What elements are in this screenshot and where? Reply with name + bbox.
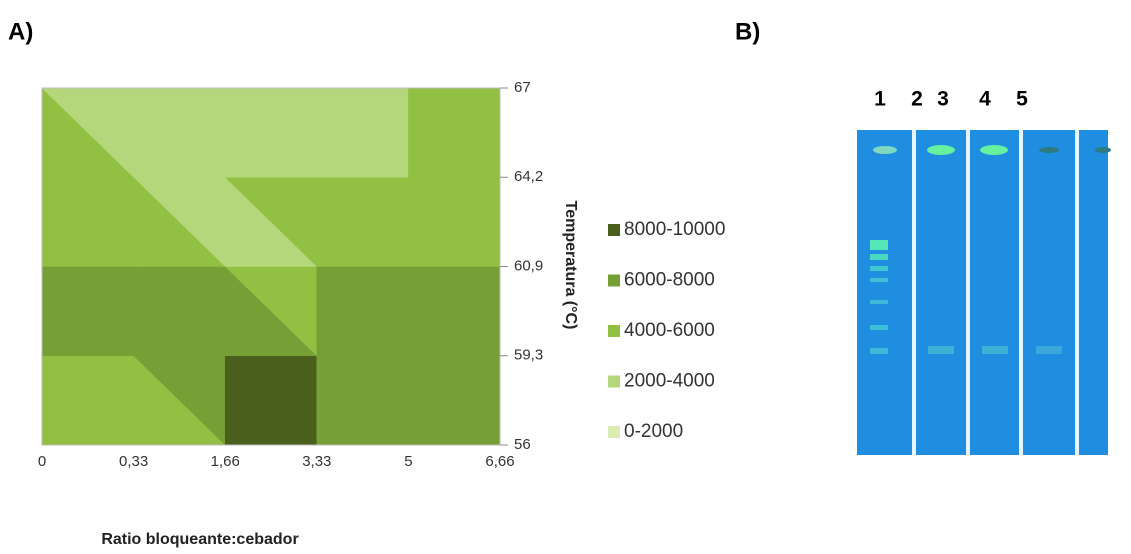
y-tick-label: 56	[514, 436, 531, 453]
band	[982, 346, 1008, 354]
x-tick-label: 1,66	[211, 453, 240, 470]
x-tick-label: 0	[38, 453, 46, 470]
legend-swatch	[608, 376, 620, 388]
lane-separator	[1019, 130, 1023, 455]
legend-label: 4000-6000	[624, 320, 715, 341]
band	[870, 254, 888, 260]
legend-swatch	[608, 224, 620, 236]
legend-label: 8000-10000	[624, 219, 725, 240]
well	[873, 146, 897, 154]
legend-swatch	[608, 325, 620, 337]
well	[1095, 147, 1111, 153]
x-tick-label: 0,33	[119, 453, 148, 470]
legend-label: 0-2000	[624, 421, 683, 442]
y-tick-label: 64,2	[514, 168, 543, 185]
y-tick-label: 67	[514, 79, 531, 96]
x-tick-label: 5	[404, 453, 412, 470]
panel-label: A)	[8, 18, 33, 45]
lane-label: 2	[911, 88, 923, 111]
lane-label: 1	[874, 88, 886, 111]
x-tick-label: 3,33	[302, 453, 331, 470]
band	[870, 240, 888, 250]
y-axis-title: Temperatura (°C)	[562, 201, 579, 330]
lane-label: 4	[979, 88, 991, 111]
lane-separator	[966, 130, 970, 455]
legend-label: 2000-4000	[624, 371, 715, 392]
band	[928, 346, 954, 354]
legend-swatch	[608, 426, 620, 438]
lane-separator	[1075, 130, 1079, 455]
well	[1039, 147, 1059, 153]
lane-label: 3	[937, 88, 949, 111]
lane-label: 5	[1016, 88, 1028, 111]
panel-label: B)	[735, 18, 760, 45]
surface-plot	[42, 88, 508, 445]
gel-background	[857, 130, 1108, 455]
y-tick-label: 59,3	[514, 347, 543, 364]
legend-swatch	[608, 275, 620, 287]
lane-separator	[912, 130, 916, 455]
band	[870, 325, 888, 330]
well	[927, 145, 955, 155]
x-axis-title: Ratio bloqueante:cebador	[101, 531, 298, 548]
band	[870, 278, 888, 282]
y-tick-label: 60,9	[514, 257, 543, 274]
band	[870, 348, 888, 354]
gel-image	[857, 130, 1111, 455]
well	[980, 145, 1008, 155]
band	[1036, 346, 1062, 354]
legend-label: 6000-8000	[624, 270, 715, 291]
band	[870, 266, 888, 271]
x-tick-label: 6,66	[485, 453, 514, 470]
band	[870, 300, 888, 304]
figure: A) B) Ratio bloqueante:cebador Temperatu…	[0, 0, 1131, 554]
